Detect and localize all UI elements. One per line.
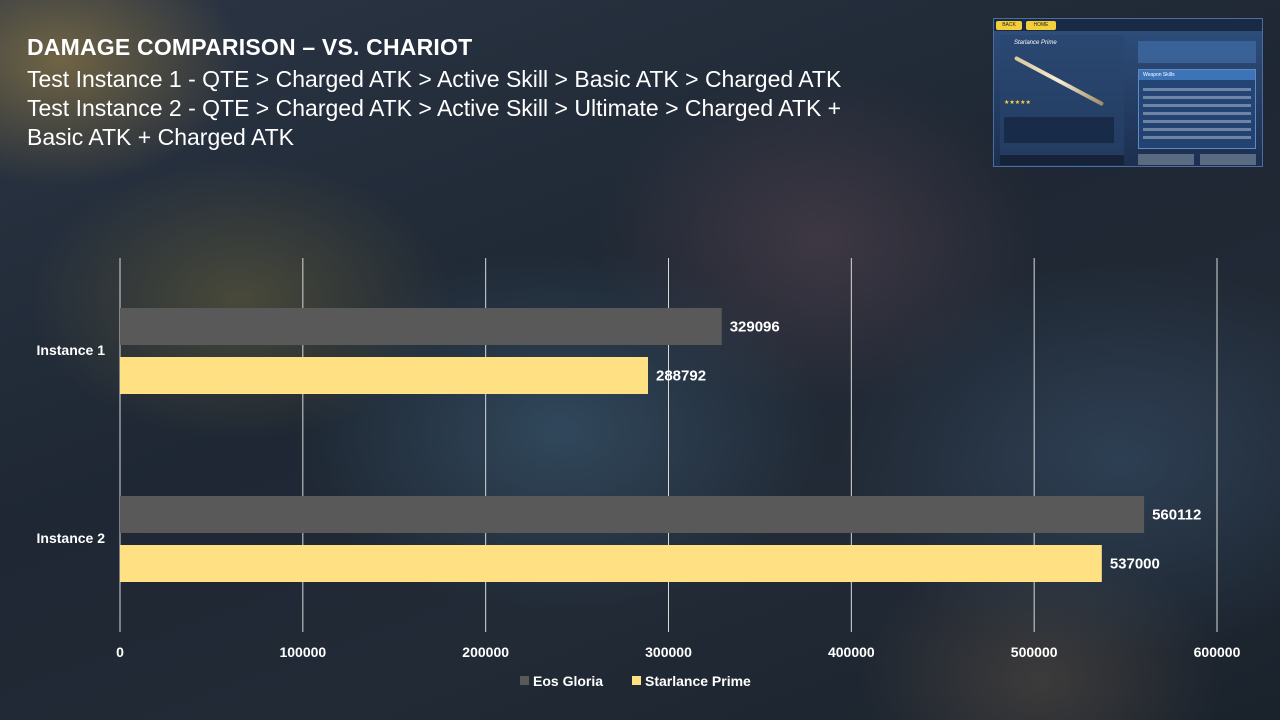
thumbnail-home-button: HOME <box>1026 21 1056 30</box>
bar-eos-gloria <box>120 496 1145 533</box>
legend-swatch <box>520 676 529 685</box>
bar-starlance-prime <box>120 357 649 394</box>
legend-swatch <box>632 676 641 685</box>
subtitle-line-2: Test Instance 2 - QTE > Charged ATK > Ac… <box>27 95 842 121</box>
x-tick-label: 100000 <box>279 644 326 660</box>
thumbnail-weapon-panel <box>1000 35 1124 165</box>
legend-label: Eos Gloria <box>533 673 603 689</box>
x-tick-label: 300000 <box>645 644 692 660</box>
skill-text-line <box>1143 128 1251 131</box>
data-label: 537000 <box>1110 556 1160 573</box>
weapon-screenshot-thumbnail: BACK HOME Starlance Prime ★★★★★ Weapon S… <box>993 18 1263 167</box>
thumbnail-enhance-button <box>1138 154 1194 165</box>
skill-text-line <box>1143 112 1251 115</box>
thumbnail-upgrade-button <box>1200 154 1256 165</box>
skill-text-line <box>1143 136 1251 139</box>
bar-starlance-prime <box>120 545 1102 582</box>
x-tick-label: 400000 <box>828 644 875 660</box>
thumbnail-weapon-name: Starlance Prime <box>1014 40 1057 46</box>
title-block: DAMAGE COMPARISON – VS. CHARIOT Test Ins… <box>27 33 977 152</box>
thumbnail-skill-title: Weapon Skills <box>1139 70 1255 80</box>
bar-eos-gloria <box>120 308 722 345</box>
thumbnail-description <box>1004 117 1114 143</box>
thumbnail-top-bar <box>994 19 1262 31</box>
data-label: 329096 <box>730 319 780 336</box>
x-tick-label: 200000 <box>462 644 509 660</box>
legend-label: Starlance Prime <box>645 673 751 689</box>
x-tick-label: 500000 <box>1011 644 1058 660</box>
x-tick-label: 0 <box>116 644 124 660</box>
category-label: Instance 1 <box>37 342 106 358</box>
skill-text-line <box>1143 120 1251 123</box>
thumbnail-skill-box: Weapon Skills <box>1138 69 1256 149</box>
subtitle-line-1: Test Instance 1 - QTE > Charged ATK > Ac… <box>27 66 842 92</box>
thumbnail-level-bar <box>1000 155 1124 165</box>
skill-text-line <box>1143 96 1251 99</box>
category-label: Instance 2 <box>37 530 106 546</box>
thumbnail-back-button: BACK <box>996 21 1022 30</box>
rarity-stars-icon: ★★★★★ <box>1004 100 1031 106</box>
data-label: 560112 <box>1152 507 1201 524</box>
skill-text-line <box>1143 104 1251 107</box>
x-tick-label: 600000 <box>1194 644 1241 660</box>
chart-title: DAMAGE COMPARISON – VS. CHARIOT <box>27 34 473 60</box>
thumbnail-stats-box <box>1138 41 1256 63</box>
skill-text-line <box>1143 88 1251 91</box>
subtitle-line-3: Basic ATK + Charged ATK <box>27 124 294 150</box>
data-label: 288792 <box>656 368 706 385</box>
